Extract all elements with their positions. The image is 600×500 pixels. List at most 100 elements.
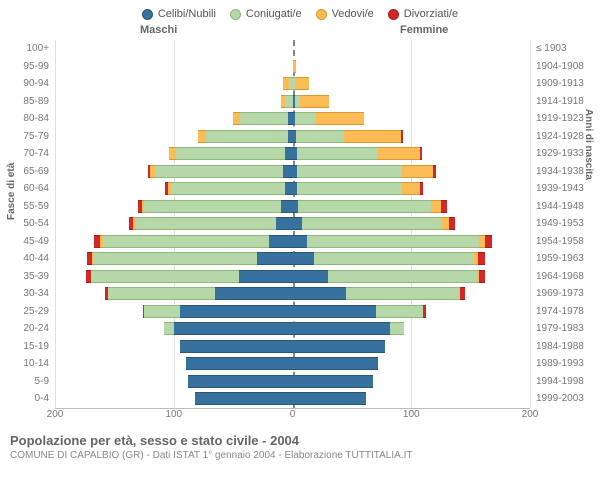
bar-female bbox=[293, 270, 485, 283]
bar-segment bbox=[293, 305, 376, 318]
birth-label: 1964-1968 bbox=[536, 268, 600, 286]
age-label: 55-59 bbox=[0, 198, 49, 216]
birth-label: 1914-1918 bbox=[536, 93, 600, 111]
bar-segment bbox=[307, 235, 479, 248]
bar-segment bbox=[420, 147, 422, 160]
bar-segment bbox=[298, 200, 431, 213]
age-label: 50-54 bbox=[0, 215, 49, 233]
table-row bbox=[55, 250, 530, 268]
table-row bbox=[55, 355, 530, 373]
birth-label: 1934-1938 bbox=[536, 163, 600, 181]
bar-segment bbox=[423, 305, 425, 318]
bar-segment bbox=[344, 130, 401, 143]
header-male: Maschi bbox=[140, 24, 177, 36]
bar-female bbox=[293, 77, 310, 90]
bar-segment bbox=[431, 200, 441, 213]
age-label: 100+ bbox=[0, 40, 49, 58]
bar-male bbox=[94, 235, 292, 248]
birth-label: 1949-1953 bbox=[536, 215, 600, 233]
bar-male bbox=[138, 200, 292, 213]
bar-segment bbox=[297, 147, 378, 160]
bar-male bbox=[188, 375, 293, 388]
bar-segment bbox=[195, 392, 292, 405]
bar-segment bbox=[233, 112, 240, 125]
table-row bbox=[55, 180, 530, 198]
birth-label: 1979-1983 bbox=[536, 320, 600, 338]
bar-segment bbox=[186, 357, 293, 370]
bar-segment bbox=[285, 95, 292, 108]
bar-male bbox=[169, 147, 293, 160]
table-row bbox=[55, 268, 530, 286]
table-row bbox=[55, 338, 530, 356]
gridline bbox=[530, 40, 531, 408]
bar-female bbox=[293, 322, 405, 335]
bar-male bbox=[105, 287, 293, 300]
age-label: 20-24 bbox=[0, 320, 49, 338]
age-label: 60-64 bbox=[0, 180, 49, 198]
bar-segment bbox=[402, 182, 420, 195]
bar-segment bbox=[376, 305, 424, 318]
age-label: 45-49 bbox=[0, 233, 49, 251]
birth-label: 1999-2003 bbox=[536, 390, 600, 408]
bar-male bbox=[164, 322, 292, 335]
bar-segment bbox=[215, 287, 292, 300]
bar-segment bbox=[164, 322, 174, 335]
bar-segment bbox=[293, 357, 379, 370]
bar-female bbox=[293, 235, 493, 248]
age-label: 85-89 bbox=[0, 93, 49, 111]
birth-label: 1909-1913 bbox=[536, 75, 600, 93]
bar-segment bbox=[293, 322, 390, 335]
bar-segment bbox=[293, 270, 329, 283]
birth-label: 1939-1943 bbox=[536, 180, 600, 198]
bar-segment bbox=[293, 340, 386, 353]
bar-segment bbox=[293, 235, 307, 248]
age-label: 80-84 bbox=[0, 110, 49, 128]
bar-male bbox=[233, 112, 292, 125]
plot-area bbox=[55, 40, 530, 409]
bar-female bbox=[293, 165, 437, 178]
age-label: 15-19 bbox=[0, 338, 49, 356]
legend-swatch bbox=[142, 9, 153, 20]
bar-segment bbox=[257, 252, 293, 265]
legend-swatch bbox=[230, 9, 241, 20]
legend-item: Celibi/Nubili bbox=[142, 8, 216, 20]
bar-segment bbox=[293, 60, 297, 73]
gender-headers: Maschi Femmine bbox=[0, 24, 600, 40]
bar-segment bbox=[155, 165, 283, 178]
age-label: 30-34 bbox=[0, 285, 49, 303]
birth-label: 1969-1973 bbox=[536, 285, 600, 303]
bar-segment bbox=[240, 112, 288, 125]
x-tick-label: 100 bbox=[403, 409, 420, 420]
legend-item: Vedovi/e bbox=[316, 8, 374, 20]
age-label: 0-4 bbox=[0, 390, 49, 408]
age-labels: 100+95-9990-9485-8980-8475-7970-7465-696… bbox=[0, 40, 55, 409]
bar-male bbox=[281, 95, 293, 108]
age-label: 95-99 bbox=[0, 58, 49, 76]
bar-segment bbox=[302, 217, 442, 230]
legend-label: Divorziati/e bbox=[404, 8, 458, 20]
bar-segment bbox=[346, 287, 459, 300]
table-row bbox=[55, 215, 530, 233]
bar-segment bbox=[205, 130, 288, 143]
table-row bbox=[55, 233, 530, 251]
legend: Celibi/NubiliConiugati/eVedovi/eDivorzia… bbox=[0, 0, 600, 24]
bar-female bbox=[293, 217, 456, 230]
birth-label: 1904-1908 bbox=[536, 58, 600, 76]
bar-segment bbox=[293, 287, 346, 300]
bar-male bbox=[87, 252, 292, 265]
bar-segment bbox=[293, 217, 303, 230]
age-label: 40-44 bbox=[0, 250, 49, 268]
age-label: 10-14 bbox=[0, 355, 49, 373]
bar-female bbox=[293, 340, 386, 353]
bar-segment bbox=[295, 112, 316, 125]
bar-female bbox=[293, 252, 485, 265]
bar-segment bbox=[93, 252, 257, 265]
x-tick-label: 200 bbox=[522, 409, 539, 420]
birth-year-labels: ≤ 19031904-19081909-19131914-19181919-19… bbox=[530, 40, 600, 409]
bar-segment bbox=[171, 182, 285, 195]
bar-female bbox=[293, 375, 374, 388]
age-label: 70-74 bbox=[0, 145, 49, 163]
bar-female bbox=[293, 147, 422, 160]
bar-segment bbox=[378, 147, 420, 160]
bar-segment bbox=[441, 200, 447, 213]
